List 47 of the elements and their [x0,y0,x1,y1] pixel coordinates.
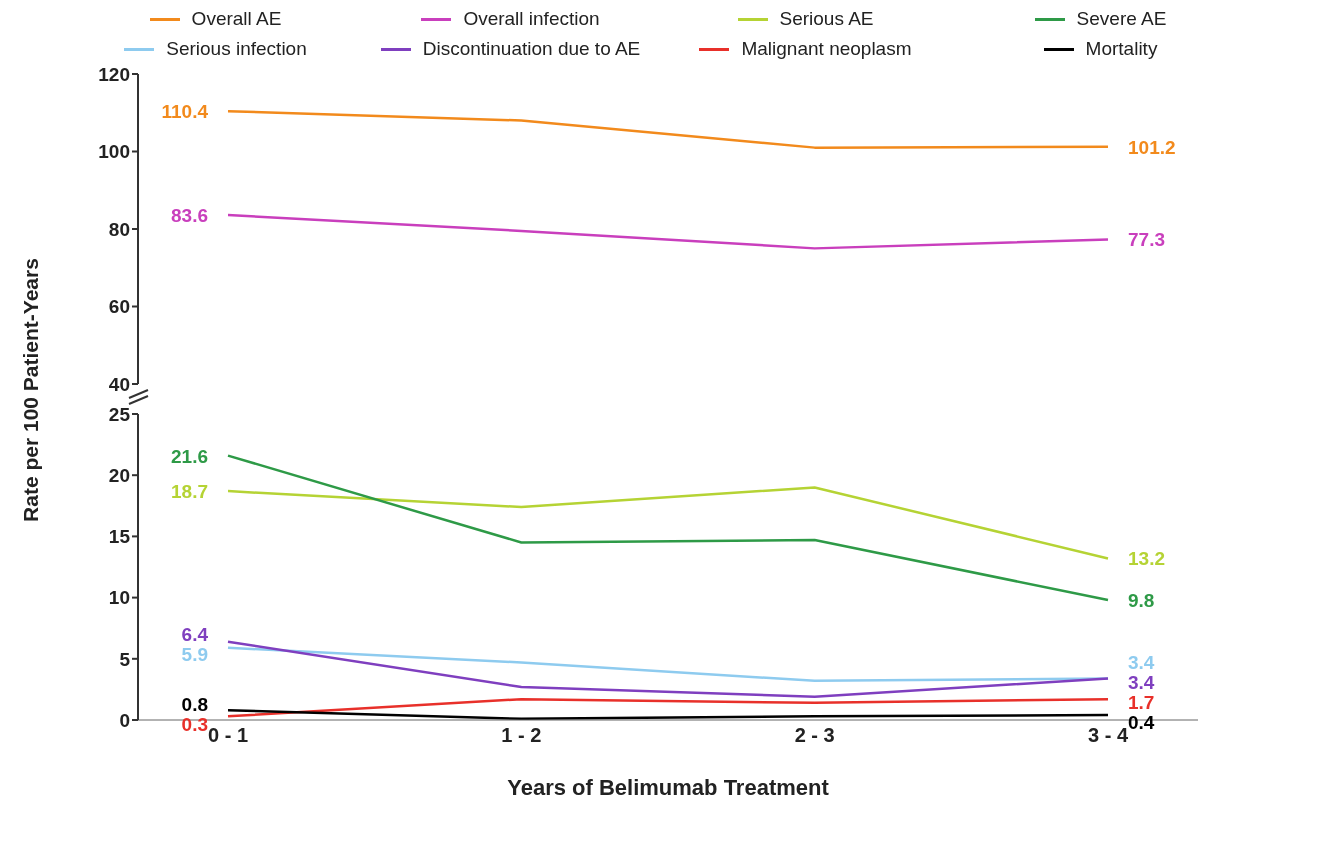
legend-label: Overall AE [191,8,282,30]
y-tick-label: 10 [108,587,130,609]
data-label: 1.7 [1128,692,1155,714]
data-label: 3.4 [1128,672,1155,694]
data-label: 6.4 [181,623,209,645]
y-tick-label: 60 [108,296,130,318]
y-tick-label: 25 [108,403,131,425]
y-tick-label: 40 [108,373,130,395]
data-label: 5.9 [181,643,208,665]
legend-label: Serious infection [166,38,307,60]
data-label: 0.3 [181,714,208,736]
data-label: 9.8 [1128,590,1155,612]
legend-label: Serious AE [779,8,874,30]
y-tick-label: 120 [98,63,130,85]
legend-label: Mortality [1085,38,1158,60]
data-label: 21.6 [171,445,208,467]
data-label: 0.8 [181,694,208,716]
data-label: 101.2 [1128,136,1176,158]
legend-label: Severe AE [1076,8,1167,30]
x-tick-label: 2 - 3 [794,724,835,747]
data-label: 77.3 [1128,229,1165,251]
line-series [226,486,1110,560]
y-tick-label: 100 [98,141,130,163]
y-tick-label: 0 [119,709,130,731]
y-tick-label: 20 [108,464,130,486]
line-series [226,454,1110,602]
legend-label: Malignant neoplasm [741,38,912,60]
data-label: 18.7 [171,481,208,503]
y-tick-label: 15 [108,526,131,548]
x-tick-label: 0 - 1 [207,724,249,747]
data-label: 3.4 [1128,652,1155,674]
line-series [226,708,1110,720]
data-label: 0.4 [1128,712,1155,734]
y-tick-label: 5 [119,648,131,670]
data-label: 13.2 [1128,548,1165,570]
y-axis-title: Rate per 100 Patient-Years [19,258,43,522]
line-series [226,213,1110,250]
legend-label: Overall infection [463,8,600,30]
x-tick-label: 1 - 2 [501,724,542,747]
x-tick-label: 3 - 4 [1087,724,1129,747]
data-label: 83.6 [171,205,208,227]
legend-label: Discontinuation due to AE [422,38,641,60]
x-axis-title: Years of Belimumab Treatment [507,775,830,800]
y-tick-label: 80 [108,218,130,240]
line-series [226,640,1110,698]
line-series [226,109,1110,149]
data-label: 110.4 [161,101,209,123]
